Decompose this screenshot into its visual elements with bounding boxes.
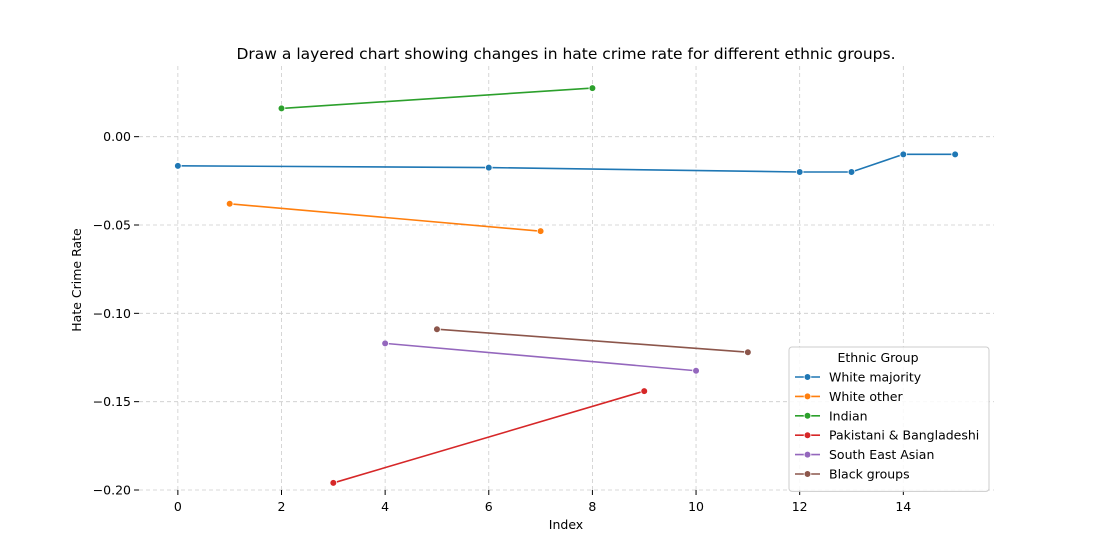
legend-label: Indian	[829, 408, 868, 423]
data-point	[381, 339, 389, 348]
x-tick-label: 0	[174, 499, 182, 514]
data-point	[847, 168, 856, 176]
x-tick-label: 12	[792, 499, 808, 514]
data-point	[536, 227, 545, 235]
legend-swatch-marker	[803, 470, 812, 478]
legend-swatch-marker	[803, 450, 812, 459]
x-tick-label: 10	[688, 499, 704, 514]
data-point	[277, 104, 286, 113]
legend-label: White other	[829, 389, 903, 404]
x-tick-label: 4	[381, 499, 389, 514]
series-1	[225, 200, 545, 235]
legend-item: White other	[795, 389, 903, 404]
series-2	[277, 84, 597, 113]
y-tick-label: 0.00	[103, 129, 131, 144]
y-tick-label: −0.20	[93, 483, 131, 498]
data-point	[795, 168, 804, 176]
data-point	[588, 84, 597, 92]
x-tick-label: 2	[278, 499, 286, 514]
legend-title: Ethnic Group	[837, 350, 918, 365]
axes: 0 2 4 6 8 10 12 14 −0.20 −0.15 −0.10 −0.05 0.00	[93, 129, 912, 514]
series-line	[436, 328, 748, 353]
y-tick-label: −0.15	[93, 394, 131, 409]
chart-title: Draw a layered chart showing changes in …	[236, 45, 895, 63]
data-point	[744, 348, 752, 357]
series-3	[329, 387, 649, 487]
legend-label: Black groups	[829, 467, 910, 482]
legend-item: Indian	[795, 408, 868, 423]
series-4	[381, 339, 700, 375]
data-point	[329, 479, 338, 487]
y-tick-label: −0.05	[93, 218, 131, 233]
data-point	[692, 366, 700, 375]
data-point	[640, 387, 649, 395]
y-axis-label: Hate Crime Rate	[69, 228, 84, 332]
data-point	[225, 200, 234, 208]
data-point	[433, 325, 441, 334]
legend-box	[788, 346, 990, 492]
series-line	[281, 87, 593, 110]
legend-item: South East Asian	[795, 447, 934, 462]
series-line	[333, 390, 645, 484]
series-line	[229, 203, 541, 232]
x-tick-label: 8	[588, 499, 596, 514]
legend-label: South East Asian	[829, 447, 934, 462]
legend-swatch-marker	[803, 431, 812, 440]
series-lines	[174, 84, 959, 487]
series-line	[177, 153, 956, 173]
data-point	[484, 163, 493, 172]
data-point	[951, 150, 959, 159]
legend-label: White majority	[829, 370, 922, 385]
legend-label: Pakistani & Bangladeshi	[829, 428, 979, 443]
data-point	[174, 162, 182, 170]
data-point	[899, 150, 908, 159]
y-tick-label: −0.10	[93, 306, 131, 321]
grid	[139, 66, 994, 491]
legend-item: Black groups	[795, 467, 910, 482]
x-axis-label: Index	[549, 517, 583, 532]
series-line	[385, 342, 697, 372]
legend-swatch-marker	[803, 392, 812, 401]
x-tick-label: 14	[895, 499, 911, 514]
series-5	[433, 325, 752, 357]
x-tick-label: 6	[485, 499, 493, 514]
legend: Ethnic Group White majority White other Ind…	[788, 346, 990, 492]
legend-swatch-marker	[803, 373, 812, 381]
legend-swatch-marker	[803, 411, 812, 420]
legend-item: White majority	[795, 370, 922, 385]
legend-item: Pakistani & Bangladeshi	[795, 428, 979, 443]
series-0	[174, 150, 959, 176]
